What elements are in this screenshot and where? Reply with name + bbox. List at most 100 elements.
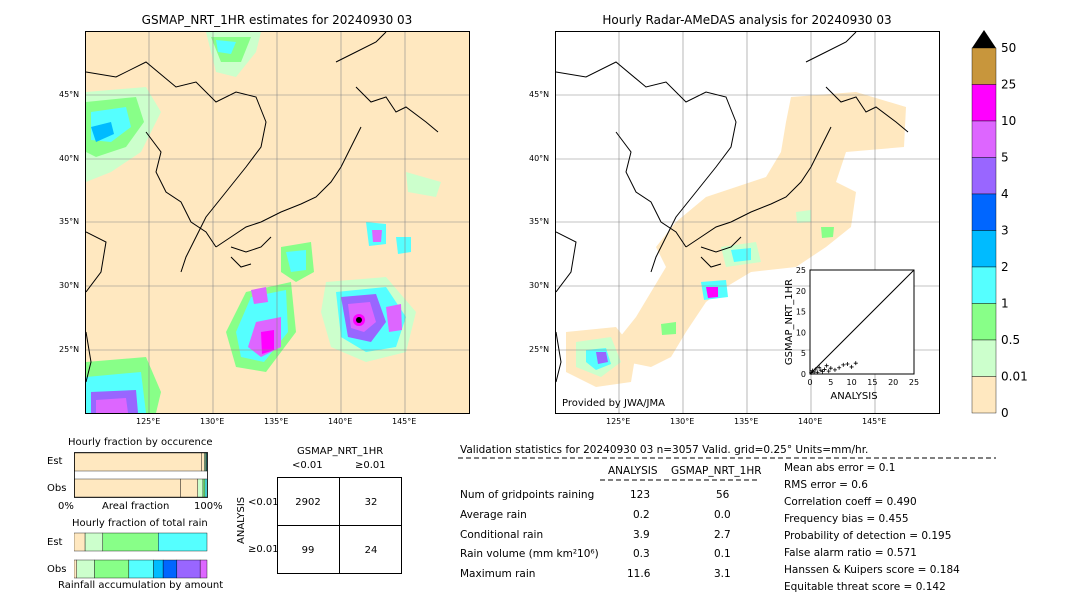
scatter-y-tick: 25: [796, 266, 806, 275]
fraction-segment: [74, 532, 86, 552]
occurrence-est-label: Est: [47, 456, 63, 467]
total-rain-est-label: Est: [47, 537, 63, 548]
contingency-title: GSMAP_NRT_1HR: [297, 446, 384, 457]
scatter-x-tick: 25: [909, 378, 919, 387]
fraction-segment: [158, 532, 208, 552]
scatter-point: [824, 363, 829, 368]
colorbar-label: 10: [1001, 114, 1016, 128]
left-lat-tick: 30°N: [59, 281, 80, 290]
stat-row-analysis: 3.9: [633, 529, 650, 541]
right-lat-tick: 45°N: [529, 90, 550, 99]
colorbar-label: 4: [1001, 187, 1009, 201]
colorbar-segments: [971, 47, 997, 414]
colorbar-segment: [971, 266, 997, 304]
left-map-title: GSMAP_NRT_1HR estimates for 20240930 03: [141, 13, 413, 27]
stat-row-label: Rain volume (mm km²10⁶): [460, 548, 599, 560]
contingency-cell: 99: [302, 545, 315, 556]
right-map-canvas: [556, 32, 939, 413]
colorbar-segment: [971, 303, 997, 341]
colorbar-label: 50: [1001, 41, 1016, 55]
stat-row-analysis: 123: [630, 489, 651, 501]
stat-row-label: Average rain: [460, 509, 527, 521]
total-rain-obs-label: Obs: [47, 564, 67, 575]
right-map-title: Hourly Radar-AMeDAS analysis for 2024093…: [602, 13, 892, 27]
scatter-point: [815, 370, 820, 375]
scatter-points: [809, 361, 858, 375]
contingency-cell: 2902: [295, 497, 320, 508]
score-line: Probability of detection = 0.195: [784, 530, 952, 542]
scatter-point: [817, 365, 822, 370]
right-lat-tick: 35°N: [529, 217, 550, 226]
scatter-y-tick: 15: [796, 308, 806, 317]
scatter-xlabel: ANALYSIS: [830, 391, 877, 402]
scatter-inset: 00 5 5 10 10 15 15 20 20 25 25 ANALYSIS GSMAP_NRT_…: [784, 266, 919, 402]
scatter-ticks: 00 5 5 10 10 15 15 20 20 25 25: [796, 266, 919, 387]
scatter-y-tick: 20: [796, 287, 806, 296]
fraction-segment: [199, 559, 208, 579]
stat-row-gsmap: 3.1: [714, 568, 731, 580]
colorbar-label: 0.5: [1001, 333, 1020, 347]
scatter-y-tick: 0: [801, 370, 806, 379]
fraction-segment: [94, 559, 130, 579]
scatter-y-tick: 5: [801, 349, 806, 358]
scatter-ylabel: GSMAP_NRT_1HR: [784, 279, 795, 365]
scatter-point: [853, 361, 858, 366]
left-coastline: [86, 32, 439, 383]
total-rain-title: Hourly fraction of total rain: [72, 518, 208, 529]
score-line: RMS error = 0.6: [784, 479, 868, 491]
fraction-segment: [74, 478, 181, 498]
fraction-segment: [153, 559, 164, 579]
fraction-segment: [76, 559, 95, 579]
fraction-segment: [102, 532, 159, 552]
left-map-canvas: [86, 32, 469, 413]
fraction-segment: [204, 478, 208, 498]
fraction-segment: [180, 478, 198, 498]
validation-col-gsmap: GSMAP_NRT_1HR: [671, 465, 762, 477]
colorbar-segment: [971, 47, 997, 85]
score-line: Mean abs error = 0.1: [784, 462, 896, 474]
fraction-segment: [84, 532, 104, 552]
scatter-point: [822, 367, 827, 372]
colorbar-label: 0.01: [1001, 370, 1028, 384]
stat-row-gsmap: 2.7: [714, 529, 731, 541]
right-lat-tick: 40°N: [529, 154, 550, 163]
total-rain-bars: [74, 532, 208, 579]
scatter-point: [813, 367, 818, 372]
data-credit: Provided by JWA/JMA: [562, 398, 665, 409]
colorbar-label: 25: [1001, 78, 1016, 92]
fraction-segment: [201, 452, 205, 472]
scatter-point: [809, 370, 814, 375]
right-lon-tick: 135°E: [734, 417, 759, 426]
left-lat-tick: 45°N: [59, 90, 80, 99]
colorbar-segment: [971, 120, 997, 158]
stat-row-analysis: 0.2: [633, 509, 650, 521]
stat-row-gsmap: 0.0: [714, 509, 731, 521]
colorbar-segment: [971, 230, 997, 268]
scatter-point: [828, 366, 833, 371]
colorbar-label: 3: [1001, 224, 1009, 238]
right-precip: [566, 92, 906, 387]
left-lat-tick: 25°N: [59, 345, 80, 354]
colorbar-labels: 50 25 10 5 4 3 2 1 0.5 0.01 0: [1001, 41, 1028, 420]
colorbar-label: 2: [1001, 260, 1009, 274]
fraction-segment: [128, 559, 154, 579]
validation-divider: [458, 457, 996, 459]
validation-header: Validation statistics for 20240930 03 n=…: [460, 444, 869, 456]
fraction-segment: [202, 478, 206, 498]
colorbar-segment: [971, 376, 997, 414]
score-line: Correlation coeff = 0.490: [784, 496, 917, 508]
scatter-x-tick: 15: [867, 378, 877, 387]
fraction-segment: [176, 559, 201, 579]
contingency-col-ge: ≥0.01: [355, 460, 386, 471]
scatter-point: [826, 369, 831, 374]
stat-row-analysis: 11.6: [627, 568, 651, 580]
occurrence-bars: [74, 452, 208, 498]
fraction-segment: [74, 452, 202, 472]
validation-col-analysis: ANALYSIS: [608, 465, 658, 477]
score-line: Frequency bias = 0.455: [784, 513, 909, 525]
contingency-row-lt: <0.01: [248, 497, 279, 508]
contingency-cell: 24: [365, 545, 378, 556]
validation-col-divider: [600, 479, 758, 481]
left-lon-tick: 145°E: [392, 417, 417, 426]
left-lon-tick: 130°E: [200, 417, 225, 426]
